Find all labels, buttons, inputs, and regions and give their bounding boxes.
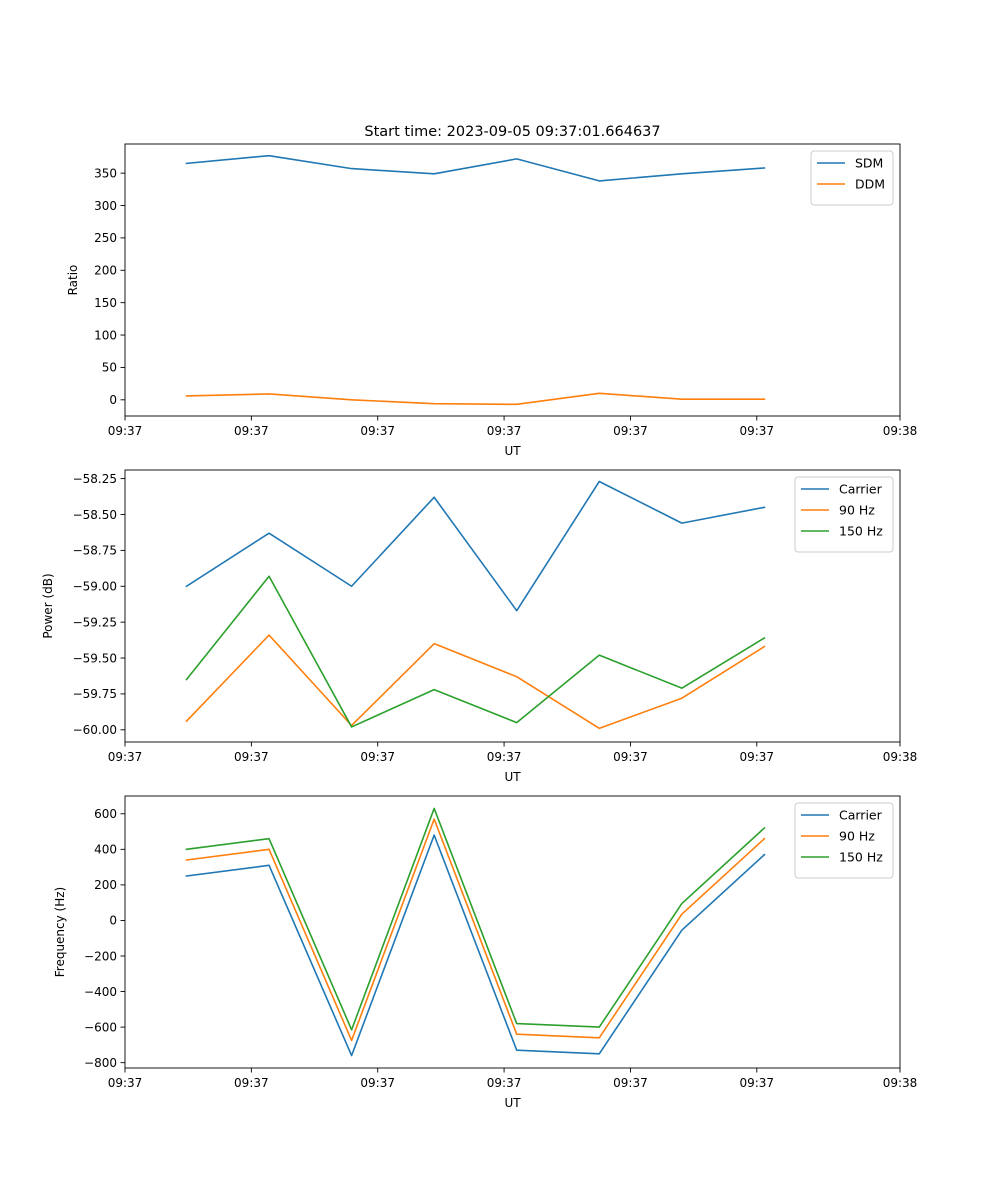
y-tick-label: −58.75 bbox=[73, 544, 117, 558]
legend-frame bbox=[794, 802, 894, 879]
series-line-carrier bbox=[185, 834, 766, 1057]
x-tick-label: 09:37 bbox=[613, 424, 648, 438]
x-axis-label: UT bbox=[504, 1096, 521, 1110]
y-tick-label: −59.00 bbox=[73, 580, 117, 594]
series-line-150-hz bbox=[185, 575, 766, 728]
x-tick-label: 09:37 bbox=[234, 750, 269, 764]
y-tick-label: 300 bbox=[94, 199, 117, 213]
y-tick-label: 100 bbox=[94, 328, 117, 342]
y-tick-label: −60.00 bbox=[73, 723, 117, 737]
y-tick-label: −600 bbox=[84, 1020, 117, 1034]
x-tick-label: 09:37 bbox=[739, 424, 774, 438]
y-tick-label: 250 bbox=[94, 231, 117, 245]
x-axis-label: UT bbox=[504, 444, 521, 458]
series-line-ddm bbox=[185, 392, 766, 406]
legend-label: DDM bbox=[855, 177, 885, 192]
y-axis-label: Power (dB) bbox=[41, 573, 55, 638]
y-tick-label: 400 bbox=[94, 843, 117, 857]
chart-panels: 09:37 09:37 09:37 09:37 09:37 09:37 09:38 0 50 10… bbox=[41, 143, 918, 1110]
legend-label: 90 Hz bbox=[839, 829, 875, 844]
y-tick-label: −59.50 bbox=[73, 651, 117, 665]
y-tick-label: −800 bbox=[84, 1056, 117, 1070]
subplot-3: 09:37 09:37 09:37 09:37 09:37 09:37 09:38 −800 −… bbox=[53, 795, 918, 1110]
axes-frame bbox=[124, 469, 901, 743]
y-tick-label: 350 bbox=[94, 166, 117, 180]
x-tick-label: 09:37 bbox=[108, 750, 143, 764]
x-tick-label: 09:37 bbox=[613, 1076, 648, 1090]
y-tick-label: −200 bbox=[84, 949, 117, 963]
legend-label: 150 Hz bbox=[839, 850, 883, 865]
x-tick-label: 09:37 bbox=[739, 750, 774, 764]
y-tick-label: −59.75 bbox=[73, 687, 117, 701]
x-tick-label: 09:37 bbox=[360, 750, 395, 764]
y-tick-label: −59.25 bbox=[73, 615, 117, 629]
legend-label: Carrier bbox=[839, 482, 883, 497]
y-axis-label: Frequency (Hz) bbox=[53, 887, 67, 978]
legend-label: SDM bbox=[855, 156, 883, 171]
legend-label: 90 Hz bbox=[839, 503, 875, 518]
y-tick-label: 600 bbox=[94, 807, 117, 821]
x-tick-label: 09:37 bbox=[360, 424, 395, 438]
y-tick-label: 0 bbox=[109, 914, 117, 928]
legend: Carrier 90 Hz 150 Hz bbox=[794, 802, 894, 879]
axes-frame bbox=[124, 795, 901, 1069]
y-tick-label: 200 bbox=[94, 264, 117, 278]
subplot-1: 09:37 09:37 09:37 09:37 09:37 09:37 09:38 0 50 10… bbox=[66, 143, 918, 458]
figure-title: Start time: 2023-09-05 09:37:01.664637 bbox=[364, 124, 660, 140]
legend-label: 150 Hz bbox=[839, 524, 883, 539]
x-tick-label: 09:37 bbox=[360, 1076, 395, 1090]
x-tick-label: 09:37 bbox=[234, 424, 269, 438]
y-tick-label: 0 bbox=[109, 393, 117, 407]
x-tick-label: 09:38 bbox=[883, 750, 918, 764]
y-tick-label: −58.25 bbox=[73, 472, 117, 486]
x-tick-label: 09:37 bbox=[487, 1076, 522, 1090]
y-tick-label: 50 bbox=[102, 361, 117, 375]
series-line-carrier bbox=[185, 480, 766, 612]
series-line-90-hz bbox=[185, 634, 766, 730]
x-tick-label: 09:37 bbox=[108, 1076, 143, 1090]
y-axis-label: Ratio bbox=[66, 265, 80, 296]
legend-frame bbox=[794, 476, 894, 553]
legend: SDM DDM bbox=[810, 150, 894, 206]
y-tick-label: −400 bbox=[84, 985, 117, 999]
subplot-2: 09:37 09:37 09:37 09:37 09:37 09:37 09:38 −60.0… bbox=[41, 469, 918, 784]
legend-label: Carrier bbox=[839, 808, 883, 823]
series-line-150-hz bbox=[185, 807, 766, 1031]
x-tick-label: 09:38 bbox=[883, 424, 918, 438]
legend-frame bbox=[810, 150, 894, 206]
x-tick-label: 09:37 bbox=[613, 750, 648, 764]
x-axis-label: UT bbox=[504, 770, 521, 784]
x-tick-label: 09:37 bbox=[739, 1076, 774, 1090]
x-tick-label: 09:37 bbox=[487, 424, 522, 438]
axes-frame bbox=[124, 143, 901, 417]
legend: Carrier 90 Hz 150 Hz bbox=[794, 476, 894, 553]
y-tick-label: 200 bbox=[94, 878, 117, 892]
series-line-sdm bbox=[185, 154, 766, 182]
x-tick-label: 09:37 bbox=[234, 1076, 269, 1090]
x-tick-label: 09:37 bbox=[487, 750, 522, 764]
series-line-90-hz bbox=[185, 818, 766, 1042]
y-tick-label: −58.50 bbox=[73, 508, 117, 522]
x-tick-label: 09:38 bbox=[883, 1076, 918, 1090]
x-tick-label: 09:37 bbox=[108, 424, 143, 438]
y-tick-label: 150 bbox=[94, 296, 117, 310]
